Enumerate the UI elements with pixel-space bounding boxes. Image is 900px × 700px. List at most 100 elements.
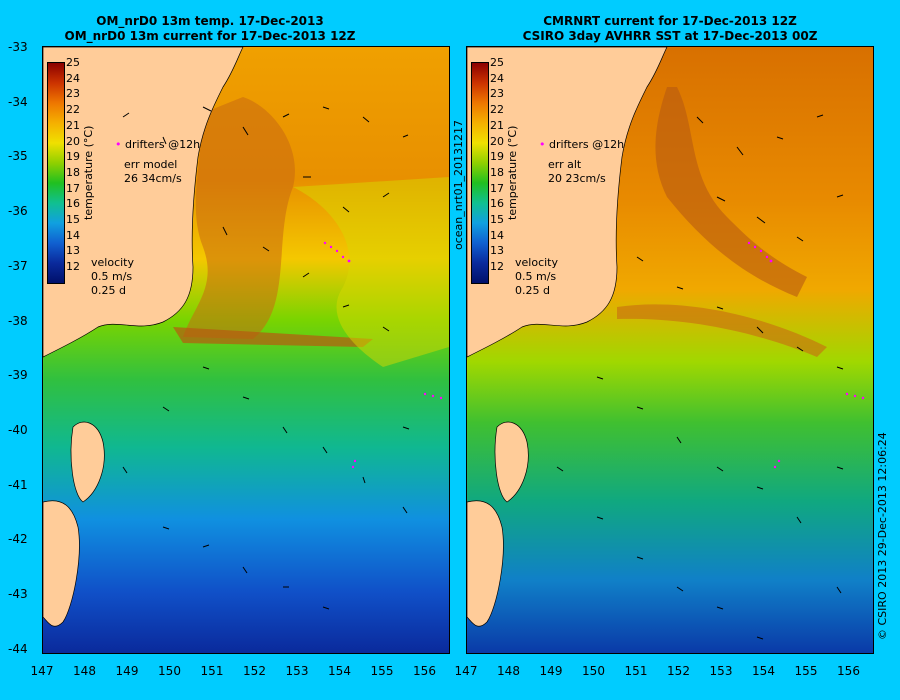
- right-velocity-scale: 0.5 m/s: [515, 270, 557, 283]
- mainland-coast: [43, 47, 244, 358]
- longitude-tick-label: 147: [30, 664, 54, 678]
- longitude-tick-label: 154: [328, 664, 351, 678]
- latitude-tick-label: -36: [8, 204, 28, 219]
- colorbar-tick-label: 17: [66, 181, 80, 195]
- longitude-tick-label: 153: [285, 664, 309, 678]
- right-err-block: err alt 20 23cm/s: [548, 158, 606, 186]
- warm-front: [173, 327, 373, 347]
- left-err-label: err model: [124, 158, 178, 171]
- colorbar-tick-label: 12: [66, 260, 80, 274]
- colorbar-tick-label: 23: [490, 87, 504, 101]
- left-err-values: 26 34cm/s: [124, 172, 182, 185]
- colorbar-tick-label: 14: [490, 228, 504, 242]
- mainland-coast: [467, 47, 668, 358]
- latitude-tick-label: -33: [8, 40, 28, 54]
- right-title-line1: CMRNRT current for 17-Dec-2013 12Z: [543, 14, 797, 28]
- yellow-filament: [293, 177, 449, 367]
- colorbar-tick-label: 12: [490, 260, 504, 274]
- colorbar-tick-label: 19: [66, 150, 80, 164]
- colorbar-tick-label: 15: [490, 213, 504, 226]
- right-velocity-days: 0.25 d: [515, 284, 550, 297]
- left-drifter-legend: • drifters @12h: [115, 138, 200, 152]
- longitude-tick-label: 153: [709, 664, 733, 678]
- latitude-tick-label: -40: [8, 422, 28, 437]
- velocity-arrows: [122, 106, 410, 610]
- colorbar-tick-label: 21: [66, 118, 80, 132]
- right-map-panel[interactable]: [466, 46, 874, 654]
- drifter-marker-icon: •: [115, 138, 122, 151]
- latitude-tick-label: -37: [8, 258, 28, 273]
- longitude-tick-label: 148: [497, 664, 520, 678]
- right-velocity-legend: velocity 0.5 m/s 0.25 d: [515, 256, 558, 298]
- colorbar-tick-label: 16: [66, 197, 80, 211]
- colorbar-tick-label: 24: [66, 71, 80, 85]
- colorbar-tick-label: 20: [66, 134, 80, 148]
- drifter-marker-icon: •: [539, 138, 546, 151]
- longitude-tick-label: 149: [115, 664, 139, 678]
- colorbar-tick-label: 17: [490, 181, 504, 195]
- drifter-tracks: [323, 241, 443, 469]
- colorbar-tick-label: 18: [490, 165, 504, 179]
- left-velocity-days: 0.25 d: [91, 284, 126, 297]
- left-drifters-label: drifters @12h: [125, 138, 201, 151]
- right-drifters-label: drifters @12h: [549, 138, 625, 151]
- colorbar-tick-label: 13: [66, 244, 80, 258]
- left-colorbar-label: temperature (°C): [82, 125, 95, 220]
- latitude-tick-label: -42: [8, 532, 28, 547]
- flinders-island: [494, 421, 529, 503]
- longitude-tick-label: 151: [624, 664, 648, 678]
- left-colorbar: [47, 62, 65, 284]
- drifter-tracks: [747, 241, 865, 469]
- right-err-values: 20 23cm/s: [548, 172, 606, 185]
- right-title: CMRNRT current for 17-Dec-2013 12Z CSIRO…: [460, 14, 880, 44]
- longitude-tick-label: 148: [73, 664, 96, 678]
- latitude-tick-label: -35: [8, 149, 28, 164]
- colorbar-tick-label: 23: [66, 87, 80, 101]
- longitude-tick-label: 149: [539, 664, 563, 678]
- left-velocity-legend: velocity 0.5 m/s 0.25 d: [91, 256, 134, 298]
- colorbar-tick-label: 25: [66, 56, 80, 69]
- left-map-panel[interactable]: [42, 46, 450, 654]
- longitude-tick-label: 152: [243, 664, 266, 678]
- right-title-line2: CSIRO 3day AVHRR SST at 17-Dec-2013 00Z: [522, 29, 818, 43]
- warm-front: [617, 304, 827, 357]
- latitude-tick-label: -34: [8, 94, 28, 109]
- latitude-tick-label: -44: [8, 641, 28, 656]
- tasmania-coast: [43, 500, 80, 627]
- colorbar-tick-label: 25: [490, 56, 504, 69]
- warm-current-core: [655, 87, 807, 297]
- left-title: OM_nrD0 13m temp. 17-Dec-2013 OM_nrD0 13…: [0, 14, 420, 44]
- credit-label: © CSIRO 2013 29-Dec-2013 12:06:24: [876, 432, 889, 640]
- longitude-tick-label: 150: [158, 664, 181, 678]
- longitude-tick-label: 155: [370, 664, 394, 678]
- colorbar-tick-label: 19: [490, 150, 504, 164]
- flinders-island: [70, 421, 105, 503]
- right-map-svg: [467, 47, 873, 653]
- colorbar-tick-label: 15: [66, 213, 80, 226]
- colorbar-tick-label: 13: [490, 244, 504, 258]
- right-drifter-legend: • drifters @12h: [539, 138, 624, 152]
- warm-eddy: [183, 97, 295, 339]
- right-velocity-label: velocity: [515, 256, 558, 269]
- colorbar-tick-label: 22: [490, 103, 504, 117]
- longitude-tick-label: 150: [582, 664, 605, 678]
- colorbar-tick-label: 18: [66, 165, 80, 179]
- colorbar-tick-label: 20: [490, 134, 504, 148]
- colorbar-tick-label: 24: [490, 71, 504, 85]
- tasmania-coast: [467, 500, 504, 627]
- colorbar-tick-label: 16: [490, 197, 504, 211]
- longitude-tick-label: 151: [200, 664, 224, 678]
- latitude-tick-label: -43: [8, 587, 28, 601]
- longitude-tick-label: 147: [454, 664, 478, 678]
- longitude-tick-label: 156: [837, 664, 860, 678]
- latitude-tick-label: -38: [8, 313, 28, 328]
- colorbar-tick-label: 21: [490, 118, 504, 132]
- left-err-block: err model 26 34cm/s: [124, 158, 182, 186]
- side-run-label: ocean_nrt01_20131217: [452, 119, 465, 250]
- longitude-tick-label: 154: [752, 664, 775, 678]
- longitude-tick-label: 152: [667, 664, 690, 678]
- colorbar-tick-label: 14: [66, 228, 80, 242]
- longitude-tick-label: 156: [413, 664, 436, 678]
- latitude-tick-label: -41: [8, 477, 28, 492]
- velocity-arrows: [556, 114, 844, 640]
